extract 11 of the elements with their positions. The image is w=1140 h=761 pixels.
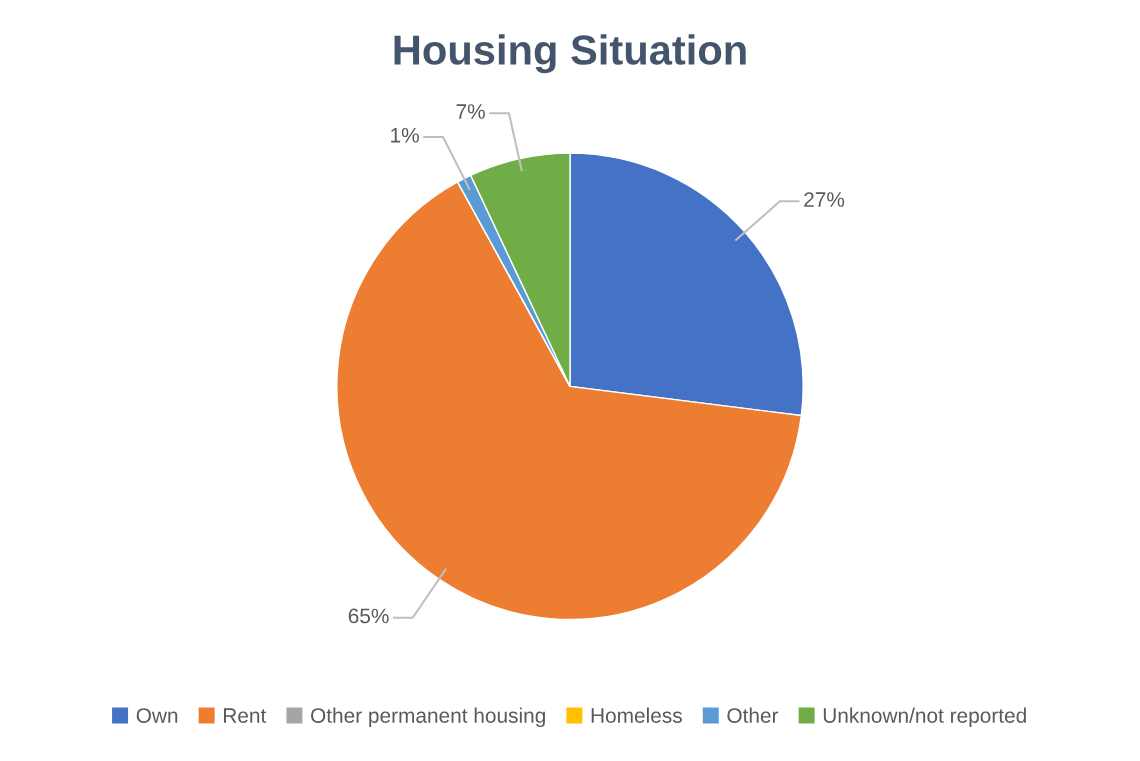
legend-label: Rent [224, 708, 267, 723]
legend-label: Other permanent housing [311, 707, 545, 728]
legend-label: Homeless [591, 707, 682, 723]
data-label: 1% [391, 127, 419, 143]
data-label: 65% [348, 608, 389, 624]
data-label: 27% [804, 192, 845, 207]
legend-label: Unknown/not reported [823, 707, 1026, 728]
legend-label: Other [727, 707, 779, 723]
data-label: 7% [456, 104, 485, 119]
legend-label: Own [136, 708, 178, 723]
chart-title: Housing Situation [394, 34, 746, 74]
